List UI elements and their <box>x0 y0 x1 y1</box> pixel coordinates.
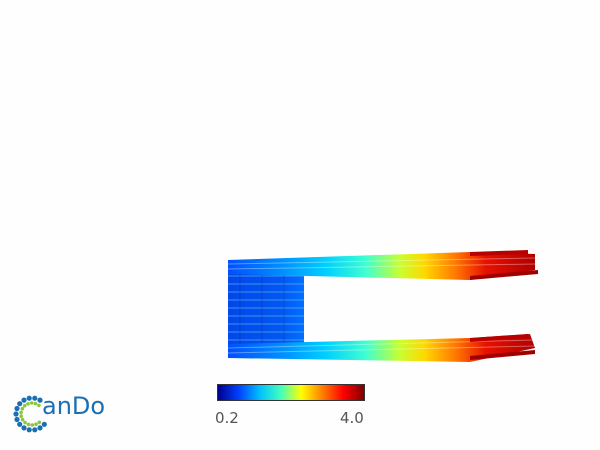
logo-dot <box>33 401 38 406</box>
upper-arm <box>227 250 538 280</box>
logo-text: anDo <box>42 392 106 420</box>
logo-dot <box>26 422 31 427</box>
logo-dot <box>29 401 34 405</box>
colorbar-min-label: 0.2 <box>215 409 239 427</box>
logo-dot <box>34 422 38 426</box>
lower-arm <box>227 334 536 362</box>
logo-dot <box>20 417 25 422</box>
logo-c-icon <box>13 395 47 433</box>
logo-dot <box>26 427 32 433</box>
logo-dot <box>14 416 20 423</box>
logo-dot <box>21 397 27 403</box>
logo-dot <box>26 402 30 406</box>
logo-dot <box>13 411 19 417</box>
logo-dot <box>21 425 27 431</box>
cando-logo: anDo <box>8 386 138 440</box>
logo-dot <box>19 414 23 418</box>
logo-dot <box>26 395 32 401</box>
colorbar-max-label: 4.0 <box>340 409 364 427</box>
logo-dot <box>23 420 27 425</box>
logo-dot <box>32 427 38 433</box>
logo-dot <box>37 420 42 425</box>
logo-dot <box>19 410 23 415</box>
logo-dot <box>22 403 27 408</box>
logo-dot <box>14 405 20 412</box>
logo-dot <box>37 403 41 408</box>
logo-dot <box>30 423 35 427</box>
logo-dot <box>17 421 23 427</box>
logo-dot <box>20 406 25 411</box>
logo-dot <box>41 421 47 427</box>
colorbar <box>217 384 365 401</box>
logo-dot <box>32 395 38 401</box>
logo-dot <box>17 401 23 407</box>
logo-dot <box>37 425 43 431</box>
logo-dot <box>37 397 43 403</box>
